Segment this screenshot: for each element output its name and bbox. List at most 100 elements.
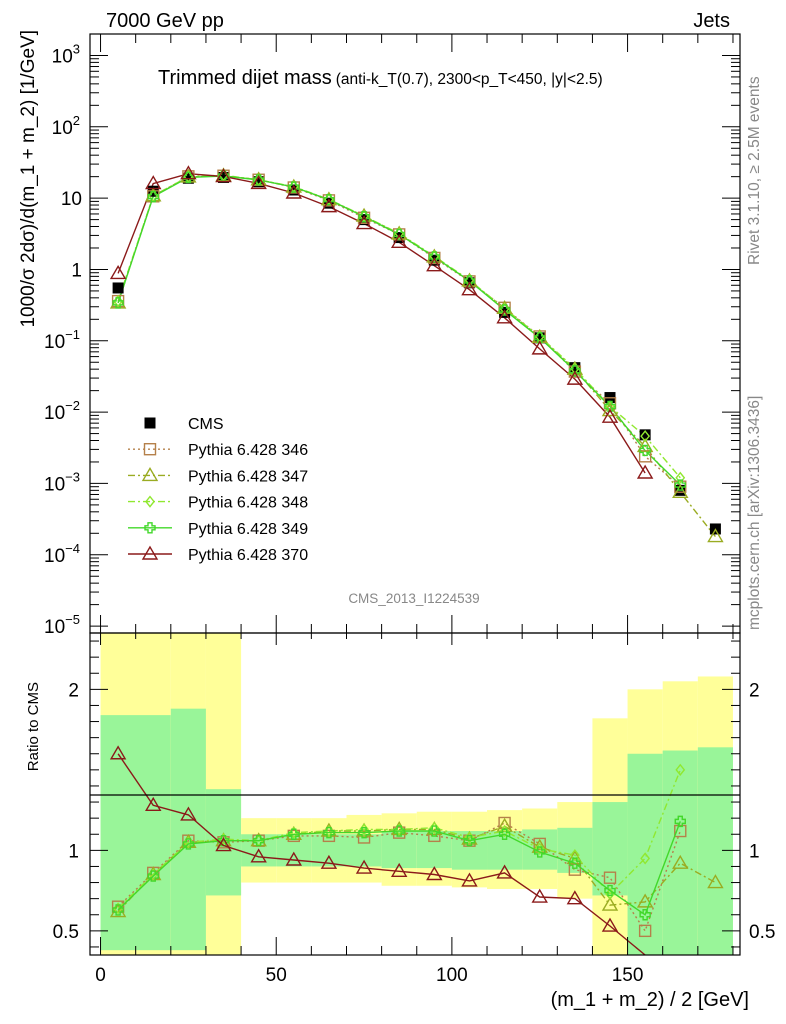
main-data-point	[674, 479, 686, 491]
main-data-point	[428, 254, 440, 266]
main-data-point	[426, 257, 443, 272]
ratio-data-point	[355, 859, 373, 874]
x-tick-label: 150	[612, 965, 644, 986]
main-data-point	[636, 464, 654, 479]
main-data-point	[604, 400, 616, 413]
analysis-id: CMS_2013_I1224539	[348, 591, 479, 606]
main-data-point	[636, 438, 654, 453]
ratio-data-point	[323, 826, 335, 839]
legend-marker	[145, 495, 155, 508]
header-right: Jets	[693, 10, 730, 32]
legend-label: CMS	[188, 416, 224, 433]
legend-marker	[144, 522, 156, 534]
ratio-y-axis-label: Ratio to CMS	[25, 682, 42, 771]
ratio-data-point	[531, 888, 548, 903]
main-data-point	[288, 181, 300, 193]
ratio-y-tick-label-right: 2	[749, 680, 760, 701]
ratio-data-point	[636, 893, 654, 908]
main-data-point	[288, 184, 300, 196]
main-data-point	[323, 194, 335, 206]
ratio-data-point	[288, 828, 300, 840]
ratio-data-point	[566, 890, 584, 905]
ratio-data-point	[320, 854, 338, 869]
main-data-point	[675, 471, 686, 484]
ratio-band-green	[697, 747, 733, 955]
main-data-point	[534, 332, 546, 344]
main-data-point	[707, 528, 724, 543]
legend-marker	[144, 417, 156, 429]
ratio-data-point	[285, 851, 303, 866]
ratio-data-point	[568, 863, 582, 876]
ratio-data-point	[569, 857, 581, 869]
ratio-data-point	[463, 834, 476, 847]
ratio-y-tick-label-right: 1	[749, 841, 760, 862]
ratio-y-tick-label-left: 1	[68, 841, 79, 862]
ratio-data-point	[428, 825, 441, 837]
ratio-data-point	[601, 896, 619, 911]
main-series-line	[117, 175, 681, 486]
main-data-point	[215, 168, 232, 183]
legend-label: Pythia 6.428 347	[188, 468, 308, 485]
ratio-uncertainty-bands	[100, 633, 733, 955]
legend-marker	[141, 467, 159, 482]
main-data-point	[355, 215, 373, 230]
main-series-line	[117, 174, 681, 488]
main-data-point	[250, 174, 267, 190]
main-data-point	[390, 233, 408, 249]
x-axis-label: (m_1 + m_2) / 2 [GeV]	[551, 989, 749, 1011]
ratio-data-point	[390, 862, 408, 877]
main-title-sub: (anti-k_T(0.7), 2300<p_T<450, |y|<2.5)	[336, 71, 603, 88]
main-data-point	[461, 281, 478, 296]
ratio-data-point	[672, 854, 689, 869]
main-data-point	[358, 214, 370, 226]
main-data-point	[147, 190, 159, 203]
ratio-band-green	[100, 715, 171, 951]
main-data-point	[566, 370, 584, 385]
ratio-data-point	[604, 884, 616, 897]
legend-label: Pythia 6.428 346	[188, 442, 308, 459]
ratio-data-point	[112, 904, 124, 916]
main-title-text: Trimmed dijet mass	[158, 67, 332, 89]
legend: CMS Pythia 6.428 346 Pythia 6.428 347 Pythi…	[128, 416, 308, 564]
ratio-data-point	[639, 909, 651, 921]
main-y-tick-label: 10−2	[44, 398, 80, 424]
x-tick-label: 50	[266, 965, 287, 986]
legend-label: Pythia 6.428 370	[188, 547, 308, 564]
ratio-band-green	[381, 831, 417, 869]
ratio-y-tick-label-left: 0.5	[53, 922, 79, 943]
main-y-tick-label: 102	[52, 113, 80, 139]
ratio-data-point	[707, 874, 724, 889]
x-tick-label: 0	[95, 965, 106, 986]
main-data-point	[569, 362, 581, 374]
main-axes: 10−5 10−4 10−3 10−2 10−1 1 10 102 103	[44, 33, 740, 638]
main-data-point	[496, 309, 513, 324]
main-data-point	[112, 297, 124, 309]
legend-marker	[141, 545, 159, 560]
ratio-data-point	[675, 763, 686, 776]
main-data-point	[534, 332, 546, 344]
ratio-data-point	[498, 828, 511, 840]
ratio-series-line	[117, 825, 716, 912]
ratio-band-green	[487, 831, 523, 870]
main-series	[109, 165, 724, 543]
ratio-y-tick-label-right: 0.5	[749, 922, 775, 943]
ratio-band-green	[311, 834, 347, 867]
header-left: 7000 GeV pp	[106, 10, 224, 32]
main-data-point	[640, 430, 651, 443]
ratio-data-point	[496, 864, 513, 879]
main-data-point	[285, 184, 303, 199]
ratio-series-line	[117, 753, 646, 956]
ratio-data-point	[601, 917, 619, 932]
ratio-data-point	[393, 825, 405, 837]
main-frame	[89, 33, 741, 634]
main-data-point	[499, 306, 511, 318]
ratio-data-point	[674, 815, 686, 828]
ratio-data-point	[182, 838, 195, 850]
ratio-data-point	[498, 816, 511, 830]
ratio-data-point	[109, 745, 127, 760]
ratio-data-point	[358, 826, 370, 839]
ratio-band-green	[170, 708, 206, 951]
side-text-top: Rivet 3.1.10, ≥ 2.5M events	[746, 76, 763, 265]
main-data-point	[323, 197, 335, 209]
ratio-data-point	[569, 849, 580, 862]
